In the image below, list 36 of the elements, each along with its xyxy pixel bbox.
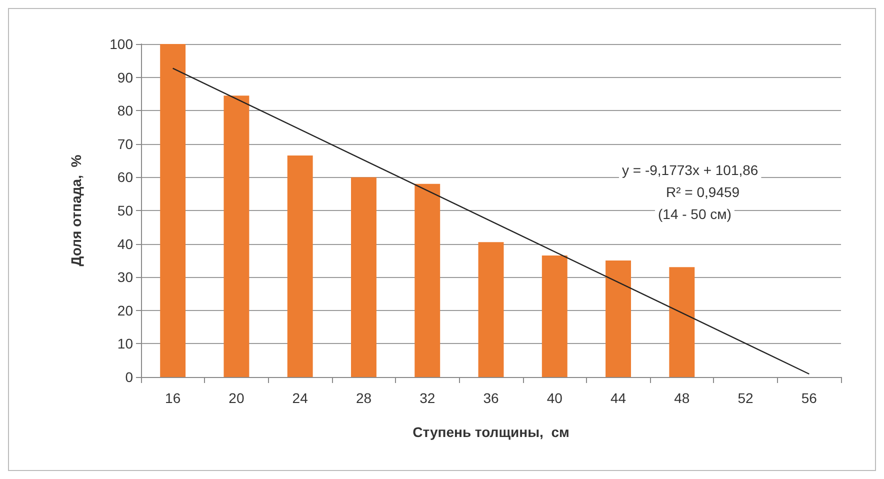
y-tick-label: 100: [110, 36, 134, 52]
x-tick-label: 28: [356, 390, 372, 406]
x-tick-label: 56: [801, 390, 818, 406]
y-tick-label: 0: [125, 369, 134, 385]
x-tick-label: 52: [738, 390, 754, 406]
annotation: y = -9,1773x + 101,86: [622, 162, 758, 178]
x-tick-label: 32: [420, 390, 436, 406]
bar: [224, 96, 250, 377]
bar: [287, 156, 313, 377]
bar: [669, 267, 695, 377]
bar: [478, 242, 504, 377]
y-tick-label: 30: [117, 269, 134, 286]
y-tick-label: 60: [117, 169, 134, 186]
y-axis-title: Доля отпада, %: [68, 154, 84, 266]
x-tick-label: 44: [610, 390, 626, 406]
annotation: (14 - 50 см): [658, 206, 732, 222]
bar: [606, 260, 631, 377]
x-tick-label: 40: [546, 390, 563, 406]
bar: [542, 255, 568, 377]
y-tick-label: 80: [117, 102, 134, 119]
y-tick-label: 90: [117, 69, 134, 86]
annotation: R² = 0,9459: [666, 184, 740, 200]
bar: [160, 44, 186, 377]
x-tick-label: 48: [674, 390, 690, 406]
y-tick-label: 40: [117, 236, 134, 252]
bar: [351, 177, 376, 377]
y-tick-label: 50: [117, 202, 134, 218]
x-tick-label: 20: [228, 390, 244, 406]
y-tick-label: 20: [117, 302, 134, 318]
x-axis-title: Ступень толщины, см: [412, 424, 570, 440]
bar: [414, 184, 440, 377]
x-tick-label: 24: [292, 390, 308, 406]
y-tick-label: 70: [117, 136, 134, 152]
y-tick-label: 10: [117, 336, 134, 352]
x-tick-label: 16: [165, 390, 181, 406]
x-tick-label: 36: [483, 390, 499, 406]
